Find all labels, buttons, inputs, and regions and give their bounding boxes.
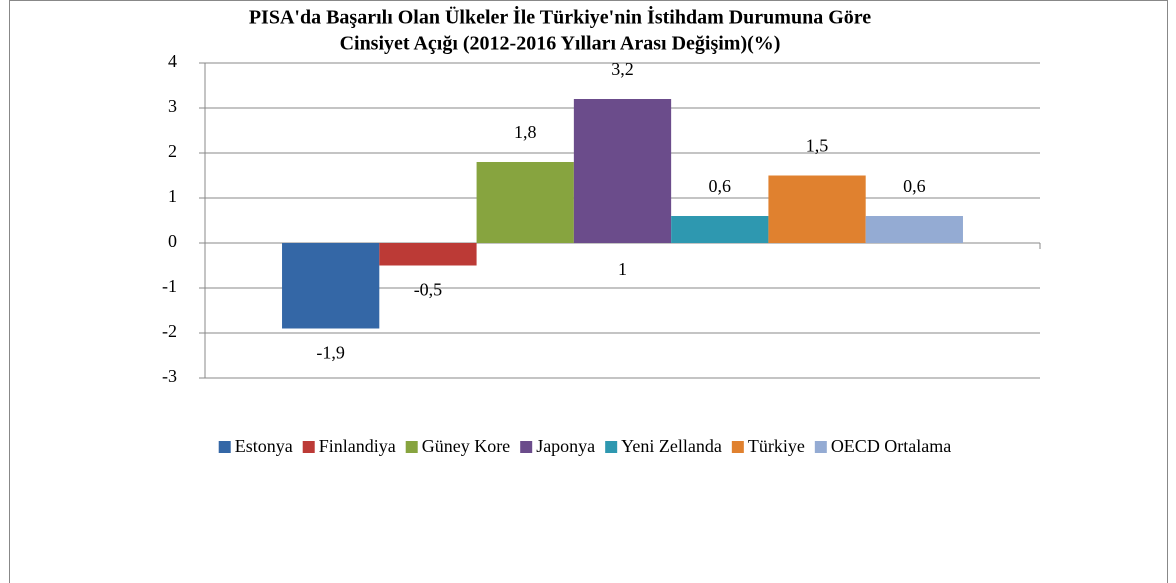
legend-swatch [405,441,418,453]
bar [865,216,963,243]
bar [768,175,866,243]
legend-swatch [814,441,827,453]
bar [573,99,672,243]
data-label: 0,6 [709,176,732,196]
y-tick-label: 0 [168,231,177,251]
data-label: 1,8 [514,122,537,142]
bar [671,216,769,243]
data-label: -1,9 [316,343,345,363]
y-tick-label: -1 [162,276,177,296]
legend-swatch [218,441,231,453]
data-label: 0,6 [903,176,926,196]
chart-title: PISA'da Başarılı Olan Ülkeler İle Türkiy… [249,5,871,29]
y-tick-label: -2 [162,321,177,341]
legend-swatch [520,441,533,453]
legend-label: Japonya [536,436,595,456]
legend-label: Türkiye [748,436,805,456]
bar [476,162,574,243]
legend-swatch [731,441,744,453]
y-tick-label: 2 [168,141,177,161]
y-tick-label: -3 [162,366,177,386]
y-tick-label: 1 [168,186,177,206]
data-label: 1,5 [806,136,829,156]
legend-label: Finlandiya [319,436,396,456]
data-label: 3,2 [611,59,634,79]
legend-label: OECD Ortalama [831,436,951,456]
legend-label: Güney Kore [422,436,510,456]
legend-swatch [302,441,315,453]
data-label: -0,5 [414,280,443,300]
y-tick-label: 4 [168,51,177,71]
bar [282,243,380,329]
legend-swatch [605,441,618,453]
chart-title: Cinsiyet Açığı (2012-2016 Yılları Arası … [340,33,781,55]
chart-border [9,0,1168,583]
legend-label: Estonya [235,436,293,456]
legend-label: Yeni Zellanda [621,436,722,456]
bar [379,243,477,266]
x-tick-label: 1 [618,259,627,279]
y-tick-label: 3 [168,96,177,116]
